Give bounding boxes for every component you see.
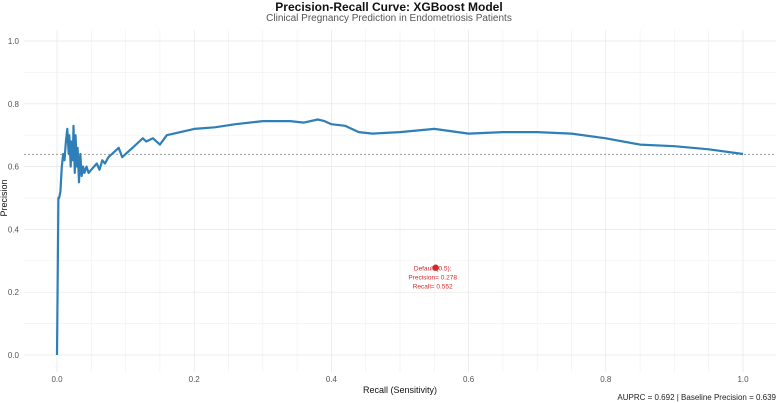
- x-tick-label: 0.0: [51, 375, 63, 384]
- x-tick-labels: 0.0 0.2 0.4 0.6 0.8 1.0: [51, 375, 749, 384]
- x-tick-label: 0.6: [463, 375, 475, 384]
- y-axis-title: Precision: [0, 179, 9, 216]
- grid: [24, 30, 776, 372]
- x-tick-label: 0.2: [189, 375, 201, 384]
- default-threshold-point: [432, 264, 439, 271]
- pr-curve-line: [55, 118, 744, 356]
- y-tick-label: 0.0: [8, 351, 20, 360]
- default-threshold-annotation: Default (0.5): Precision= 0.278 Recall= 0.…: [408, 266, 457, 291]
- auprc-caption: AUPRC = 0.692 | Baseline Precision = 0.6…: [617, 393, 776, 402]
- y-tick-label: 0.4: [8, 225, 20, 234]
- y-tick-label: 0.6: [8, 163, 20, 172]
- y-tick-label: 1.0: [8, 37, 20, 46]
- chart-title: Precision-Recall Curve: XGBoost Model: [275, 0, 503, 14]
- y-tick-label: 0.8: [8, 100, 20, 109]
- annotation-line: Recall= 0.552: [413, 284, 453, 291]
- x-tick-label: 0.8: [600, 375, 612, 384]
- x-tick-label: 1.0: [737, 375, 749, 384]
- chart-subtitle: Clinical Pregnancy Prediction in Endomet…: [266, 13, 512, 24]
- x-tick-label: 0.4: [326, 375, 338, 384]
- annotation-line: Default (0.5):: [414, 266, 452, 273]
- x-axis-title: Recall (Sensitivity): [363, 385, 437, 395]
- annotation-line: Precision= 0.278: [408, 275, 457, 282]
- y-tick-labels: 0.0 0.2 0.4 0.6 0.8 1.0: [8, 37, 20, 360]
- y-tick-label: 0.2: [8, 288, 20, 297]
